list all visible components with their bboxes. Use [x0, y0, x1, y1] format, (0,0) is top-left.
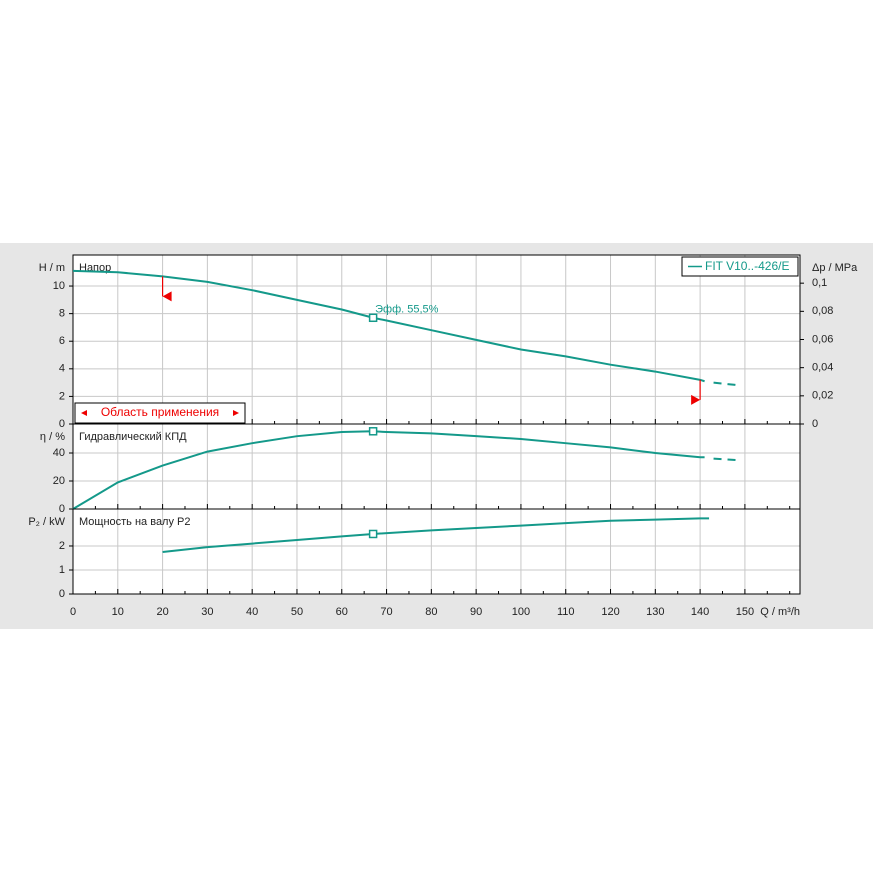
- annotation: Эфф. 55,5%: [375, 304, 439, 316]
- y-axis-label: η / %: [40, 431, 65, 443]
- y-tick-label: 2: [59, 540, 65, 552]
- x-tick-label: 50: [291, 606, 303, 618]
- y-tick-label: 0: [59, 588, 65, 600]
- x-tick-label: 110: [557, 606, 575, 618]
- range-box-arrow: [81, 410, 87, 416]
- plot-area: [73, 255, 800, 424]
- series-line: [713, 457, 737, 461]
- legend-label: FIT V10..-426/E: [705, 259, 790, 273]
- panel-label: Мощность на валу P2: [79, 516, 191, 528]
- y2-tick-label: 0,04: [812, 362, 833, 374]
- duty-point: [368, 427, 378, 436]
- duty-point: [368, 529, 378, 539]
- y-tick-label: 4: [59, 363, 65, 375]
- plot-area: [73, 509, 800, 594]
- plot-frame: [72, 508, 801, 595]
- y2-tick-label: 0,06: [812, 333, 833, 345]
- x-tick-label: 60: [336, 606, 348, 618]
- range-arrow: [691, 394, 701, 405]
- y-axis-label: P₂ / kW: [28, 516, 65, 528]
- range-box: [74, 402, 246, 424]
- y2-tick-label: 0,1: [812, 277, 827, 289]
- range-box-arrow: [233, 410, 239, 416]
- x-tick-label: 20: [156, 606, 168, 618]
- y-tick-label: 1: [59, 564, 65, 576]
- x-tick-label: 140: [691, 606, 709, 618]
- y2-tick-label: 0,02: [812, 390, 833, 402]
- x-tick-label: 70: [380, 606, 392, 618]
- y-tick-label: 6: [59, 335, 65, 347]
- y-axis-label: H / m: [39, 262, 65, 274]
- legend-box: [681, 256, 799, 277]
- y-tick-label: 20: [53, 475, 65, 487]
- y2-tick-label: 0: [812, 418, 818, 430]
- y-tick-label: 40: [53, 447, 65, 459]
- x-tick-label: 150: [736, 606, 754, 618]
- y2-axis-label: Δp / MPa: [812, 262, 858, 274]
- x-tick-label: 30: [201, 606, 213, 618]
- x-tick-label: 10: [112, 606, 124, 618]
- plot-area: [73, 424, 800, 509]
- x-tick-label: 80: [425, 606, 437, 618]
- x-tick-label: 100: [512, 606, 530, 618]
- y-tick-label: 0: [59, 418, 65, 430]
- duty-point: [368, 313, 378, 323]
- range-label: Область применения: [101, 405, 219, 419]
- y-tick-label: 0: [59, 503, 65, 515]
- series-line: [72, 430, 705, 510]
- x-tick-label: 40: [246, 606, 258, 618]
- range-arrow: [162, 291, 172, 302]
- y-tick-label: 2: [59, 390, 65, 402]
- series-line: [713, 381, 737, 386]
- series-line: [72, 269, 705, 383]
- x-tick-label: 130: [646, 606, 664, 618]
- y2-tick-label: 0,08: [812, 305, 833, 317]
- x-tick-label: 90: [470, 606, 482, 618]
- x-axis-label: Q / m³/h: [760, 606, 800, 618]
- series-line: [162, 517, 710, 553]
- y-tick-label: 8: [59, 308, 65, 320]
- y-tick-label: 10: [53, 280, 65, 292]
- panel-label: Гидравлический КПД: [79, 431, 187, 443]
- x-tick-label: 0: [70, 606, 76, 618]
- x-tick-label: 120: [601, 606, 619, 618]
